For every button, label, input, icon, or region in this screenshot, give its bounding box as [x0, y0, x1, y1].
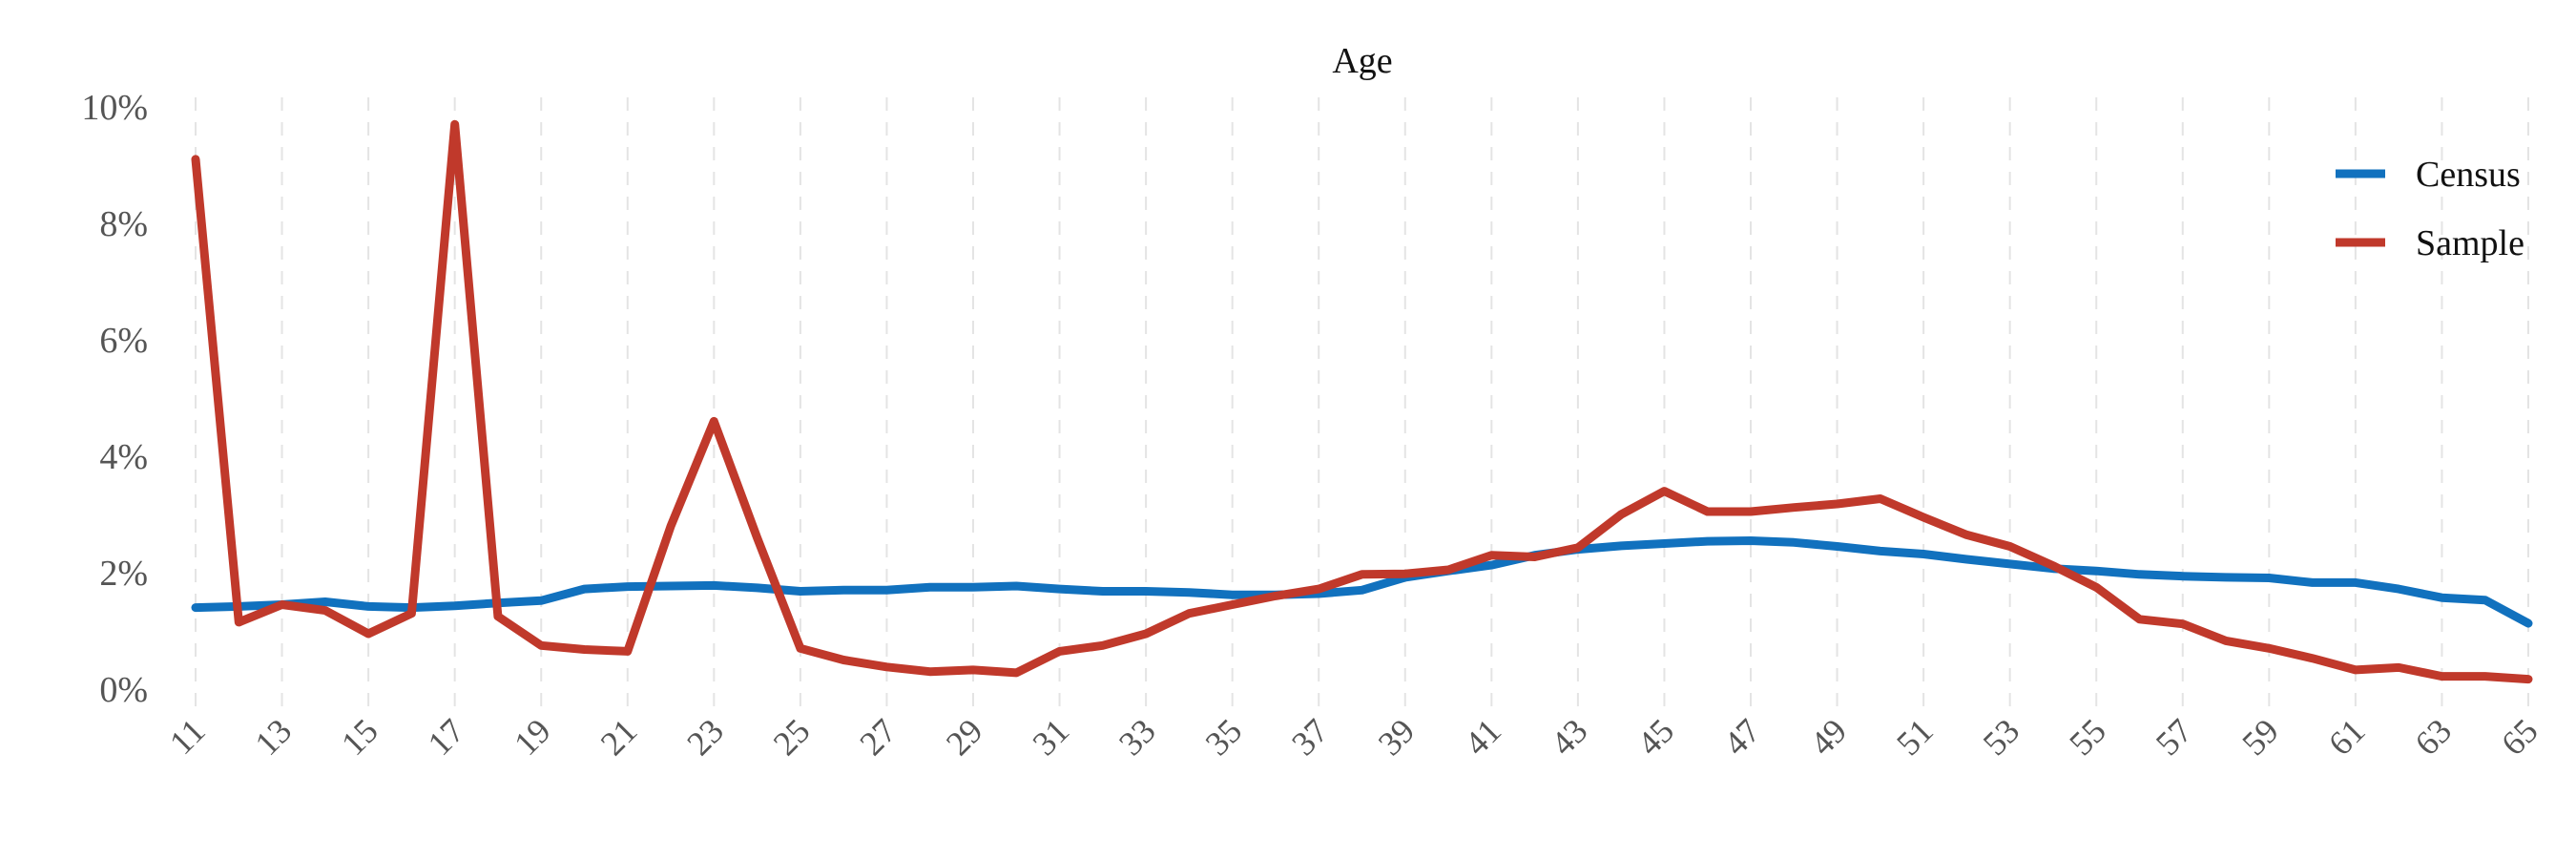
- x-tick-label: 21: [593, 711, 645, 763]
- chart-title: Age: [1332, 41, 1392, 81]
- x-tick-label: 11: [162, 711, 213, 762]
- x-tick-label: 41: [1457, 711, 1508, 763]
- x-tick-label: 51: [1889, 711, 1941, 763]
- series-line-census: [191, 536, 2533, 628]
- x-tick-label: 37: [1284, 711, 1336, 763]
- x-tick-label: 63: [2407, 711, 2459, 763]
- x-tick-label: 23: [679, 711, 731, 763]
- y-axis-tick-labels: 0% 2% 4% 6% 8% 10%: [81, 88, 148, 710]
- legend: Census Sample: [2336, 155, 2524, 263]
- x-tick-label: 27: [852, 711, 904, 763]
- x-tick-label: 47: [1716, 711, 1768, 763]
- x-tick-label: 25: [766, 711, 818, 763]
- x-tick-label: 57: [2149, 711, 2200, 763]
- x-tick-label: 13: [247, 711, 299, 763]
- x-tick-label: 39: [1371, 711, 1423, 763]
- series-line-sample: [191, 119, 2533, 684]
- x-tick-label: 19: [507, 711, 558, 763]
- x-tick-label: 33: [1111, 711, 1163, 763]
- x-tick-label: 29: [939, 711, 990, 763]
- y-tick-label: 8%: [99, 204, 148, 244]
- x-axis-tick-labels: 11 13 15 17 19 21 23 25 27 29 31 33 35 37 39 41 43 45 47 49…: [162, 711, 2545, 763]
- x-tick-label: 35: [1198, 711, 1250, 763]
- x-tick-label: 59: [2234, 711, 2286, 763]
- legend-label-sample: Sample: [2416, 223, 2524, 263]
- vertical-gridlines: [195, 97, 2529, 706]
- y-tick-label: 0%: [99, 670, 148, 710]
- x-tick-label: 61: [2321, 711, 2373, 763]
- legend-label-census: Census: [2416, 155, 2521, 195]
- y-tick-label: 6%: [99, 321, 148, 361]
- y-tick-label: 4%: [99, 437, 148, 477]
- x-tick-label: 53: [1976, 711, 2027, 763]
- y-tick-label: 2%: [99, 554, 148, 594]
- x-tick-label: 55: [2062, 711, 2113, 763]
- x-tick-label: 15: [334, 711, 385, 763]
- y-tick-label: 10%: [81, 88, 148, 128]
- x-tick-label: 31: [1025, 711, 1076, 763]
- x-tick-label: 17: [421, 711, 472, 763]
- x-tick-label: 65: [2494, 711, 2545, 763]
- series-lines: [191, 119, 2533, 684]
- x-tick-label: 43: [1544, 711, 1595, 763]
- x-tick-label: 45: [1630, 711, 1681, 763]
- x-tick-label: 49: [1802, 711, 1854, 763]
